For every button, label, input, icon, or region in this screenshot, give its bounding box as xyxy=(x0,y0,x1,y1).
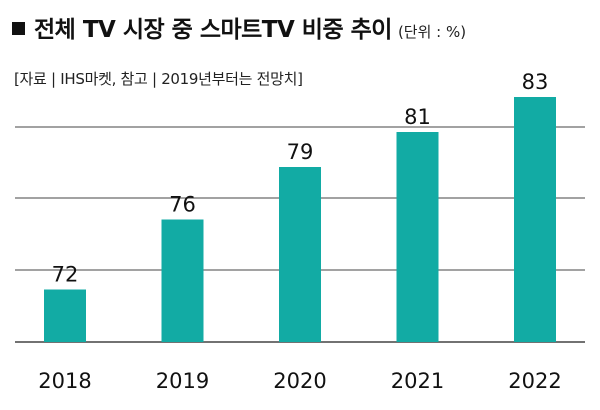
bar-2019 xyxy=(161,219,204,342)
source-note: [자료 | IHS마켓, 참고 | 2019년부터는 전망치] xyxy=(14,70,303,88)
title-bullet-square xyxy=(12,22,25,35)
data-label-2021: 81 xyxy=(404,105,431,129)
bar-2022 xyxy=(514,97,556,342)
data-label-2022: 83 xyxy=(522,70,549,94)
x-tick-label-2019: 2019 xyxy=(156,369,209,393)
bar-2021 xyxy=(396,132,439,342)
x-tick-label-2018: 2018 xyxy=(38,369,91,393)
chart-title-row: 전체 TV 시장 중 스마트TV 비중 추이 (단위 : %) xyxy=(12,10,466,44)
x-tick-label-2020: 2020 xyxy=(273,369,326,393)
bar-2020 xyxy=(279,167,321,342)
x-tick-label-2021: 2021 xyxy=(391,369,444,393)
bar-2018 xyxy=(44,289,86,342)
data-label-2018: 72 xyxy=(52,263,79,287)
data-label-2020: 79 xyxy=(287,140,314,164)
chart-title: 전체 TV 시장 중 스마트TV 비중 추이 xyxy=(34,17,392,43)
x-tick-label-2022: 2022 xyxy=(508,369,561,393)
data-label-2019: 76 xyxy=(169,193,196,217)
unit-label: (단위 : %) xyxy=(397,23,467,41)
